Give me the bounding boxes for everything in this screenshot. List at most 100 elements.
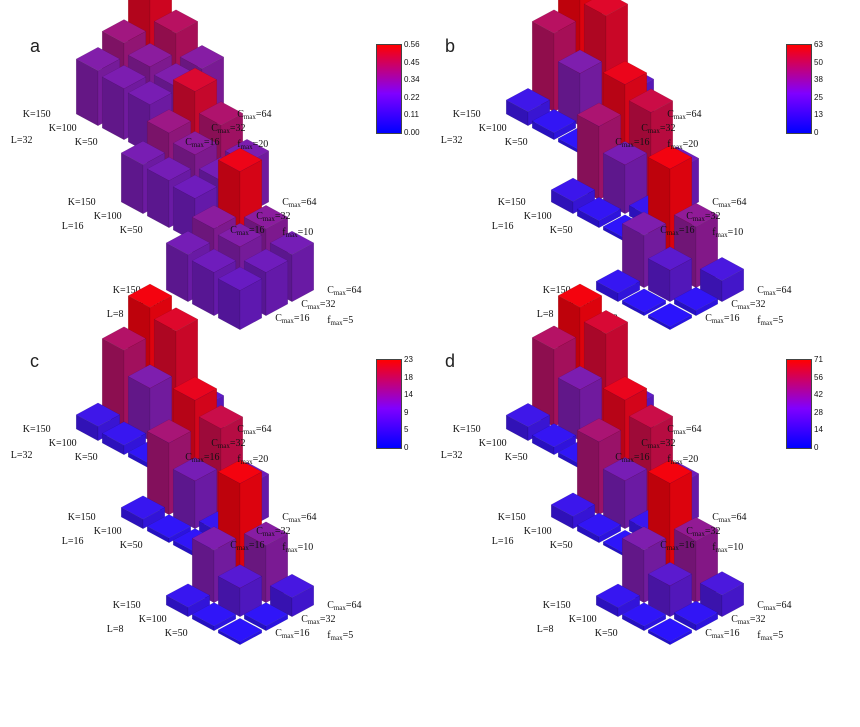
colorbar-tick-label: 0.22 xyxy=(404,92,420,102)
k-label: K=50 xyxy=(119,225,143,236)
bar xyxy=(172,457,218,530)
colorbar-tick-label: 14 xyxy=(404,390,413,400)
f-label: fmax=5 xyxy=(327,315,354,328)
k-label: K=50 xyxy=(504,452,528,463)
colorbar-tick-label: 0.00 xyxy=(404,128,420,137)
colorbar-tick-label: 71 xyxy=(814,355,823,364)
bar xyxy=(243,602,289,632)
k-label: K=150 xyxy=(112,600,141,611)
bar xyxy=(621,288,667,317)
f-label: fmax=10 xyxy=(282,542,314,555)
k-label: K=150 xyxy=(67,197,96,208)
k-label: K=150 xyxy=(452,424,481,435)
k-label: K=50 xyxy=(74,452,98,463)
bar xyxy=(647,246,693,303)
c-label: Cmax=32 xyxy=(641,438,676,451)
k-label: K=50 xyxy=(119,540,143,551)
bar xyxy=(595,583,641,618)
f-label: fmax=5 xyxy=(327,630,354,643)
c-label: Cmax=32 xyxy=(211,438,246,451)
k-label: K=150 xyxy=(542,285,571,296)
c-label: Cmax=16 xyxy=(275,313,310,326)
l-label: L=32 xyxy=(10,135,33,146)
c-label: Cmax=64 xyxy=(282,512,317,525)
bar xyxy=(550,492,596,530)
f-label: fmax=20 xyxy=(237,454,269,467)
l-label: L=8 xyxy=(536,309,554,320)
c-label: Cmax=64 xyxy=(712,197,747,210)
colorbar-tick-label: 23 xyxy=(404,355,413,364)
l-label: L=32 xyxy=(440,450,463,461)
c-label: Cmax=32 xyxy=(731,299,766,312)
colorbar-tick-label: 0 xyxy=(814,128,819,137)
bar xyxy=(146,514,192,544)
bar xyxy=(127,364,173,442)
c-label: Cmax=32 xyxy=(686,211,721,224)
k-label: K=50 xyxy=(74,137,98,148)
k-label: K=50 xyxy=(164,628,188,639)
c-label: Cmax=16 xyxy=(615,137,650,150)
colorbar-tick-label: 0.56 xyxy=(404,40,420,49)
k-label: K=150 xyxy=(67,512,96,523)
l-label: L=16 xyxy=(491,221,514,232)
bar xyxy=(505,88,551,127)
c-label: Cmax=64 xyxy=(327,285,362,298)
colorbar xyxy=(376,44,402,134)
colorbar-tick-label: 0.11 xyxy=(404,110,419,120)
f-label: fmax=20 xyxy=(667,139,699,152)
colorbar xyxy=(376,359,402,449)
f-label: fmax=5 xyxy=(757,630,784,643)
c-label: Cmax=32 xyxy=(211,123,246,136)
colorbar-tick-label: 0 xyxy=(814,443,819,452)
chart-panel-b: b 63 50 38 25 13 0 K=150 K=100 K=50 L=32 Cmax=64 Cma… xyxy=(430,0,860,360)
colorbar-tick-label: 5 xyxy=(404,425,409,435)
colorbar-tick-label: 0.45 xyxy=(404,57,420,67)
colorbar-tick-label: 42 xyxy=(814,390,823,400)
c-label: Cmax=64 xyxy=(712,512,747,525)
bar xyxy=(699,571,745,618)
c-label: Cmax=16 xyxy=(185,452,220,465)
c-label: Cmax=16 xyxy=(185,137,220,150)
f-label: fmax=5 xyxy=(757,315,784,328)
c-label: Cmax=64 xyxy=(757,285,792,298)
chart-panel-c: c 23 18 14 9 5 0 K=150 K=100 K=50 L=32 Cmax=64 Cmax=… xyxy=(0,283,430,675)
colorbar-tick-label: 0.34 xyxy=(404,75,420,85)
c-label: Cmax=32 xyxy=(256,211,291,224)
colorbar-tick-label: 63 xyxy=(814,40,823,49)
c-label: Cmax=64 xyxy=(237,424,272,437)
colorbar-tick-label: 18 xyxy=(404,372,413,382)
c-label: Cmax=32 xyxy=(256,526,291,539)
f-label: fmax=10 xyxy=(712,227,744,240)
colorbar-tick-label: 13 xyxy=(814,110,823,120)
bar xyxy=(576,512,622,544)
k-label: K=150 xyxy=(497,512,526,523)
f-label: fmax=20 xyxy=(667,454,699,467)
c-label: Cmax=64 xyxy=(237,109,272,122)
colorbar-tick-label: 50 xyxy=(814,57,823,67)
k-label: K=100 xyxy=(138,614,167,625)
bar xyxy=(576,197,622,229)
k-label: K=100 xyxy=(478,438,507,449)
c-label: Cmax=32 xyxy=(686,526,721,539)
c-label: Cmax=32 xyxy=(301,299,336,312)
bar xyxy=(101,421,147,456)
bar xyxy=(621,602,667,632)
k-label: K=150 xyxy=(542,600,571,611)
k-label: K=50 xyxy=(549,225,573,236)
k-label: K=100 xyxy=(93,211,122,222)
c-label: Cmax=32 xyxy=(731,614,766,627)
k-label: K=150 xyxy=(497,197,526,208)
colorbar-tick-label: 25 xyxy=(814,92,823,102)
k-label: K=150 xyxy=(112,285,141,296)
c-label: Cmax=16 xyxy=(230,225,265,238)
bar xyxy=(269,573,315,618)
colorbar-tick-label: 38 xyxy=(814,75,823,85)
c-label: Cmax=16 xyxy=(660,540,695,553)
bar xyxy=(673,600,719,632)
colorbar-tick-label: 0 xyxy=(404,443,409,452)
bar xyxy=(647,617,693,646)
bar xyxy=(505,403,551,442)
chart-panel-a: a 0.56 0.45 0.34 0.22 0.11 0.00 K=150 K=100 K=50 L… xyxy=(0,0,430,360)
k-label: K=150 xyxy=(452,109,481,120)
l-label: L=16 xyxy=(491,536,514,547)
